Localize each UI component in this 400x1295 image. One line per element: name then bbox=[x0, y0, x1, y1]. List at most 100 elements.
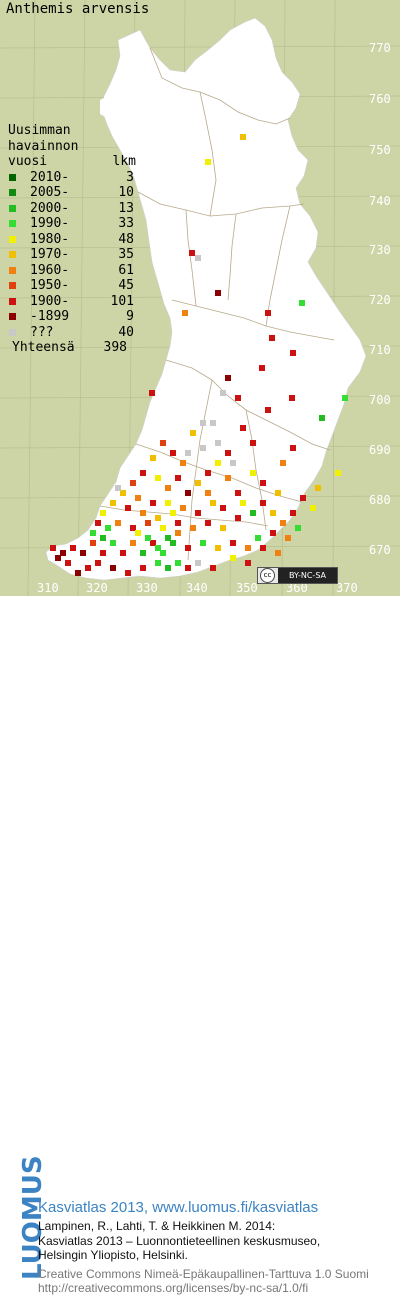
observation-marker bbox=[260, 500, 266, 506]
observation-marker bbox=[255, 535, 261, 541]
observation-marker bbox=[110, 565, 116, 571]
observation-marker bbox=[310, 505, 316, 511]
observation-marker bbox=[210, 565, 216, 571]
y-tick-label: 730 bbox=[369, 243, 391, 257]
citation-line: Helsingin Yliopisto, Helsinki. bbox=[38, 1248, 188, 1262]
observation-marker bbox=[200, 540, 206, 546]
observation-marker bbox=[245, 545, 251, 551]
observation-marker bbox=[289, 395, 295, 401]
y-tick-label: 710 bbox=[369, 343, 391, 357]
observation-marker bbox=[130, 480, 136, 486]
observation-marker bbox=[189, 250, 195, 256]
observation-marker bbox=[155, 560, 161, 566]
legend-row-label: 1960- bbox=[30, 262, 70, 278]
cc-license-badge[interactable]: cc BY-NC-SA bbox=[257, 567, 338, 584]
y-tick-label: 720 bbox=[369, 293, 391, 307]
observation-marker bbox=[175, 530, 181, 536]
observation-marker bbox=[135, 530, 141, 536]
observation-marker bbox=[160, 440, 166, 446]
observation-marker bbox=[205, 159, 211, 165]
observation-marker bbox=[200, 445, 206, 451]
observation-marker bbox=[280, 460, 286, 466]
observation-marker bbox=[260, 480, 266, 486]
observation-marker bbox=[90, 540, 96, 546]
observation-marker bbox=[185, 450, 191, 456]
legend-row: -1899 9 bbox=[8, 309, 136, 325]
license-line[interactable]: http://creativecommons.org/licenses/by-n… bbox=[38, 1281, 309, 1295]
observation-marker bbox=[230, 540, 236, 546]
legend-row-label: 2000- bbox=[30, 200, 70, 216]
species-title: Anthemis arvensis bbox=[6, 1, 150, 17]
observation-marker bbox=[175, 560, 181, 566]
legend-header-line-2: havainnon bbox=[8, 138, 79, 154]
legend-total-row: Yhteensä 398 bbox=[8, 340, 136, 356]
observation-marker bbox=[95, 560, 101, 566]
observation-marker bbox=[75, 570, 81, 576]
observation-marker bbox=[140, 470, 146, 476]
observation-marker bbox=[225, 375, 231, 381]
legend-row: 1990- 33 bbox=[8, 216, 136, 232]
observation-marker bbox=[250, 510, 256, 516]
observation-marker bbox=[190, 525, 196, 531]
observation-marker bbox=[140, 565, 146, 571]
municipal-borders bbox=[99, 47, 335, 561]
legend-row-count: 101 bbox=[110, 293, 134, 309]
observation-marker bbox=[240, 425, 246, 431]
footer: LUOMUS Kasviatlas 2013, www.luomus.fi/ka… bbox=[0, 596, 400, 1295]
observation-marker bbox=[185, 490, 191, 496]
observation-marker bbox=[280, 520, 286, 526]
legend-row-count: 9 bbox=[126, 309, 134, 324]
observation-marker bbox=[115, 485, 121, 491]
legend-swatch bbox=[9, 235, 16, 243]
observation-marker bbox=[300, 495, 306, 501]
legend-row-label: 2005- bbox=[30, 185, 70, 200]
legend-total-label: Yhteensä bbox=[12, 340, 75, 355]
legend-row-label: 1970- bbox=[30, 247, 70, 262]
atlas-link[interactable]: Kasviatlas 2013, www.luomus.fi/kasviatla… bbox=[38, 1199, 319, 1216]
observation-marker bbox=[240, 134, 246, 140]
observation-marker bbox=[220, 525, 226, 531]
observation-marker bbox=[100, 550, 106, 556]
observation-marker bbox=[110, 500, 116, 506]
observation-marker bbox=[275, 490, 281, 496]
legend-swatch bbox=[9, 204, 16, 212]
observation-marker bbox=[145, 535, 151, 541]
observation-marker bbox=[95, 520, 101, 526]
legend-row-count: 45 bbox=[118, 278, 134, 293]
legend-swatch bbox=[9, 297, 16, 305]
legend-swatch bbox=[9, 189, 16, 197]
observation-marker bbox=[335, 470, 341, 476]
observation-marker bbox=[185, 565, 191, 571]
observation-marker bbox=[155, 515, 161, 521]
legend-total-count: 398 bbox=[103, 340, 127, 355]
observation-marker bbox=[245, 560, 251, 566]
observation-marker bbox=[295, 525, 301, 531]
observation-marker bbox=[319, 415, 325, 421]
observation-marker bbox=[250, 440, 256, 446]
observation-marker bbox=[100, 535, 106, 541]
legend-header-line-1: Uusimman bbox=[8, 123, 71, 138]
observation-marker bbox=[140, 550, 146, 556]
observation-marker bbox=[185, 545, 191, 551]
observation-marker bbox=[85, 565, 91, 571]
cc-icon: cc bbox=[260, 568, 275, 583]
legend-row-count: 10 bbox=[118, 185, 134, 200]
observation-marker bbox=[285, 535, 291, 541]
observation-marker bbox=[205, 490, 211, 496]
legend-row: 2010- 3 bbox=[8, 170, 136, 186]
observation-marker bbox=[265, 310, 271, 316]
y-tick-label: 690 bbox=[369, 443, 391, 457]
observation-marker bbox=[235, 490, 241, 496]
legend: Uusimman havainnon vuosi lkm 2010- 3 2005-… bbox=[8, 123, 136, 356]
observation-marker bbox=[195, 510, 201, 516]
legend-row-count: 35 bbox=[118, 247, 134, 262]
y-tick-label: 760 bbox=[369, 92, 391, 106]
observation-marker bbox=[175, 520, 181, 526]
observation-marker bbox=[130, 525, 136, 531]
observation-marker bbox=[160, 525, 166, 531]
legend-row: 1960- 61 bbox=[8, 263, 136, 279]
legend-row-label: ??? bbox=[30, 324, 54, 340]
observation-marker bbox=[90, 530, 96, 536]
observation-marker bbox=[230, 555, 236, 561]
observation-marker bbox=[215, 460, 221, 466]
